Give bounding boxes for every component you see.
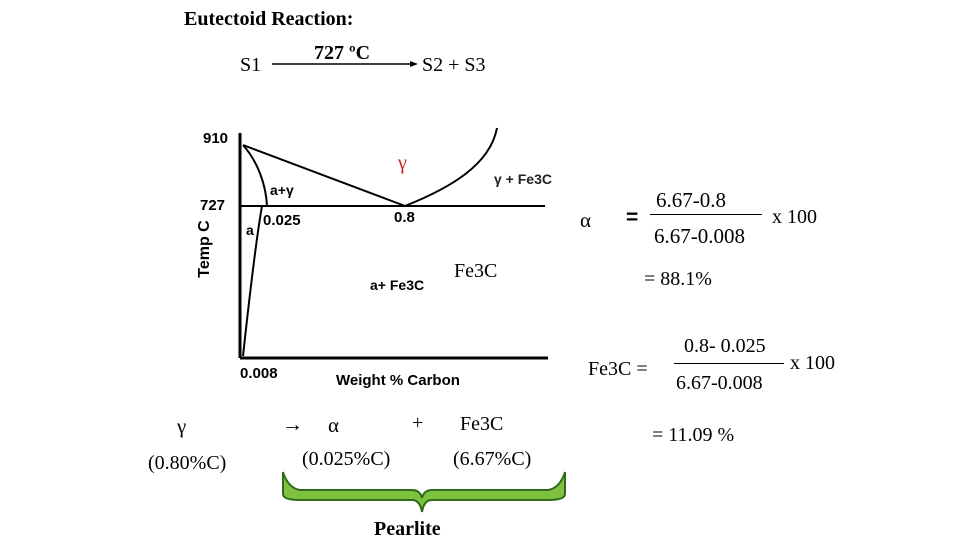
fe3c-fraction-bar [674, 363, 784, 364]
region-fe3c: Fe3C [454, 260, 498, 282]
eq-alpha: α [328, 413, 340, 437]
eq-gamma: γ [177, 414, 187, 438]
pearlite-label: Pearlite [374, 518, 441, 540]
eq-fe3c: Fe3C [460, 413, 504, 435]
reaction-products: S2 + S3 [422, 54, 486, 76]
label-08: 0.8 [394, 209, 415, 226]
region-alpha: a [246, 222, 254, 238]
alpha-result: = 88.1% [644, 268, 712, 290]
tick-0008: 0.008 [240, 365, 278, 382]
a3-line [242, 144, 406, 207]
eq-gamma-composition: (0.80%C) [148, 452, 227, 474]
region-gamma-fe3c: γ + Fe3C [494, 171, 552, 187]
alpha-symbol: α [580, 208, 592, 232]
pearlite-brace-shape [282, 471, 566, 513]
acm-curve [404, 127, 498, 207]
fe3c-numerator: 0.8- 0.025 [684, 335, 766, 357]
label-0025: 0.025 [263, 212, 301, 229]
eq-plus: + [412, 412, 424, 434]
alpha-equals: = [626, 206, 639, 229]
region-gamma: γ [398, 152, 407, 174]
fe3c-denominator: 6.67-0.008 [676, 372, 763, 394]
eq-fe3c-composition: (6.67%C) [453, 448, 532, 470]
tick-727: 727 [200, 197, 226, 214]
region-alpha-gamma: a+γ [270, 182, 294, 198]
x-axis-label: Weight % Carbon [336, 372, 460, 389]
reaction-arrowhead [410, 61, 418, 67]
alpha-multiplier: x 100 [772, 206, 817, 228]
reaction-temperature: 727 ºC [314, 42, 371, 64]
reaction-reactant: S1 [240, 54, 262, 76]
fe3c-label: Fe3C = [588, 358, 648, 380]
eq-alpha-composition: (0.025%C) [302, 448, 391, 470]
alpha-denominator: 6.67-0.008 [654, 224, 745, 248]
fe3c-multiplier: x 100 [790, 352, 835, 374]
tick-910: 910 [203, 130, 229, 147]
alpha-fraction-bar [650, 214, 762, 215]
fe3c-result: = 11.09 % [652, 424, 735, 446]
alpha-numerator: 6.67-0.8 [656, 188, 726, 212]
eq-arrow: → [282, 412, 303, 436]
alpha-gamma-boundary [242, 144, 268, 207]
solvus-curve [242, 205, 263, 357]
region-alpha-fe3c: a+ Fe3C [370, 277, 425, 293]
heading: Eutectoid Reaction: [184, 8, 354, 30]
